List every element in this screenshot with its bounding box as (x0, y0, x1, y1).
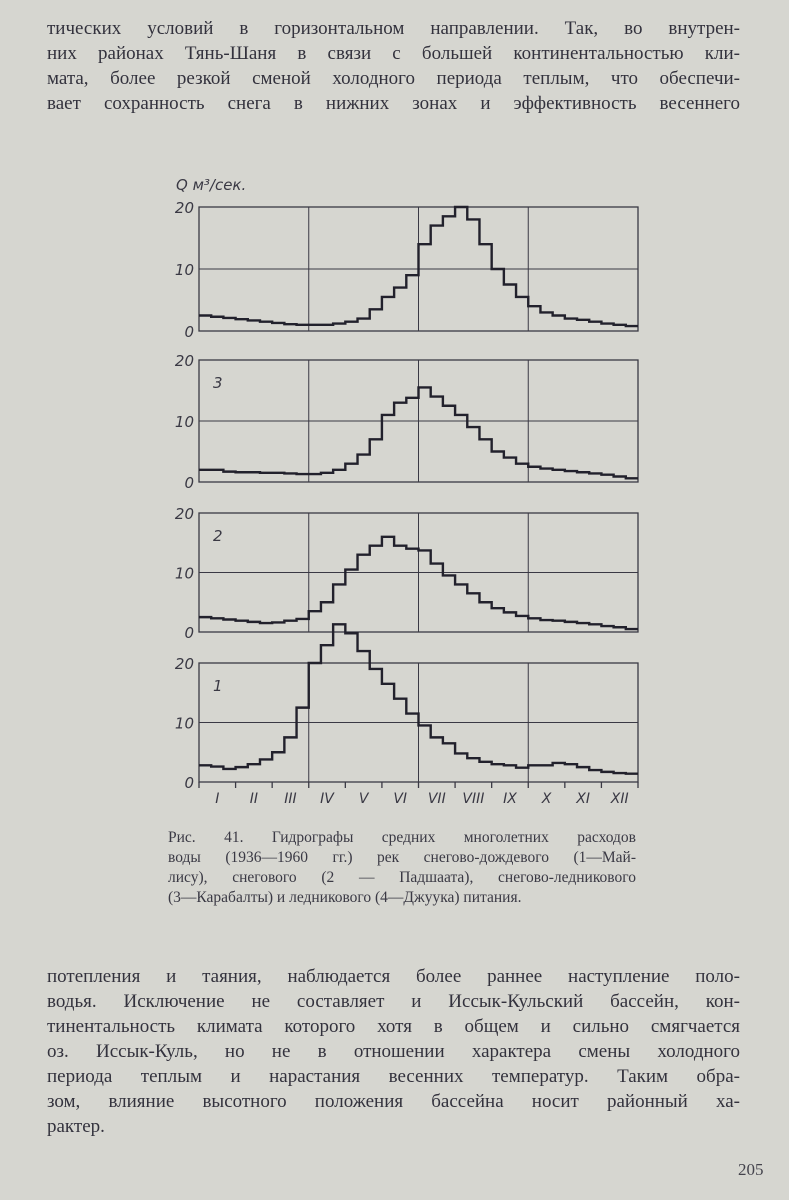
text-line: водья. Исключение не составляет и Иссык-… (47, 991, 740, 1012)
y-tick-label: 0 (184, 474, 194, 492)
hydrograph-series-2 (199, 535, 638, 631)
caption-line: Рис. 41. Гидрографы средних многолетних … (168, 829, 636, 846)
hydrograph-series-1 (199, 623, 638, 775)
x-tick-label: VI (393, 791, 407, 807)
text-line: потепления и таяния, наблюдается более р… (47, 966, 740, 987)
y-tick-label: 20 (175, 505, 194, 523)
panel-label: 1 (213, 677, 223, 695)
hydrograph-series-4 (199, 205, 638, 328)
caption-line: лису), снегового (2 — Падшаата), снегово… (168, 869, 636, 886)
text-line: тических условий в горизонтальном направ… (47, 18, 740, 39)
x-tick-label: IV (320, 791, 335, 807)
y-tick-label: 10 (175, 715, 194, 733)
x-tick-label: V (359, 791, 370, 807)
text-line: зом, влияние высотного положения бассейн… (47, 1091, 740, 1112)
text-line: периода теплым и нарастания весенних тем… (47, 1066, 740, 1087)
text-line: тинентальность климата которого хотя в о… (47, 1016, 740, 1037)
y-tick-label: 20 (175, 352, 194, 370)
x-tick-label: XI (575, 791, 590, 807)
x-tick-label: I (215, 791, 219, 807)
x-tick-label: VII (428, 791, 446, 807)
x-tick-label: VIII (462, 791, 484, 807)
caption-line: (3—Карабалты) и ледникового (4—Джуука) п… (168, 889, 522, 906)
y-tick-label: 10 (175, 413, 194, 431)
top-paragraph: тических условий в горизонтальном направ… (47, 16, 740, 116)
y-tick-label: 20 (175, 655, 194, 673)
text-line: рактер. (47, 1116, 105, 1137)
y-tick-label: 0 (184, 774, 194, 792)
y-tick-label: 20 (175, 199, 194, 217)
figure-caption: Рис. 41. Гидрографы средних многолетних … (168, 828, 636, 908)
panel-label: 3 (213, 374, 223, 392)
x-tick-label: III (284, 791, 296, 807)
page-number: 205 (738, 1160, 764, 1179)
text-line: оз. Иссык-Куль, но не в отношении характ… (47, 1041, 740, 1062)
panel-label: 2 (213, 527, 223, 545)
bottom-paragraph: потепления и таяния, наблюдается более р… (47, 964, 740, 1139)
y-tick-label: 0 (184, 323, 194, 341)
caption-line: воды (1936—1960 гг.) рек снегово-дождево… (168, 849, 636, 866)
y-tick-label: 0 (184, 624, 194, 642)
y-axis-label: Q м³/сек. (176, 176, 246, 194)
x-tick-label: IX (503, 791, 517, 807)
hydrograph-series-3 (199, 386, 638, 480)
y-tick-label: 10 (175, 261, 194, 279)
text-line: вает сохранность снега в нижних зонах и … (47, 93, 740, 114)
text-line: мата, более резкой сменой холодного пери… (47, 68, 740, 89)
x-tick-label: II (250, 791, 258, 807)
text-line: них районах Тянь-Шаня в связи с большей … (47, 43, 740, 64)
x-tick-label: X (541, 791, 552, 807)
y-tick-label: 10 (175, 565, 194, 583)
x-tick-label: XII (610, 791, 629, 807)
